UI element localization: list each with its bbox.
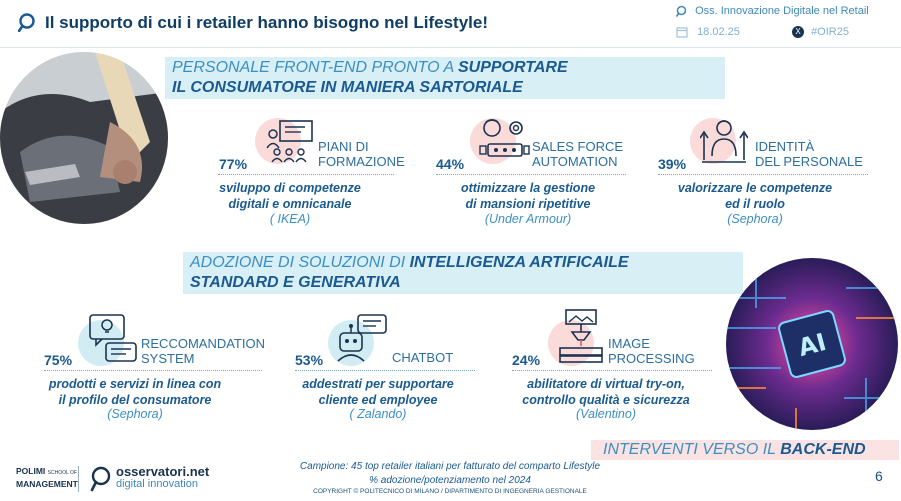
adoption-note: % adozione/potenziamento nel 2024 bbox=[369, 475, 531, 486]
section2-title: ADOZIONE DI SOLUZIONI DI INTELLIGENZA AR… bbox=[190, 254, 629, 291]
stat-label: RECCOMANDATION SYSTEM bbox=[141, 336, 265, 366]
event-hashtag: #OIR25 bbox=[811, 26, 849, 38]
dotted-divider bbox=[512, 370, 712, 371]
stat-percentage: 75% bbox=[44, 352, 73, 368]
icon-background bbox=[548, 320, 594, 366]
stat-example: (Valentino) bbox=[576, 407, 636, 421]
image-processing-icon bbox=[559, 309, 603, 363]
stat-percentage: 24% bbox=[512, 352, 541, 368]
polimi-logo: POLIMI SCHOOL OF MANAGEMENT bbox=[16, 466, 78, 489]
stat-label: IMAGE PROCESSING bbox=[608, 336, 695, 366]
stat-description: ottimizzare la gestione di mansioni ripet… bbox=[460, 181, 596, 211]
stat-label: SALES FORCE AUTOMATION bbox=[532, 139, 624, 169]
dotted-divider bbox=[44, 370, 262, 371]
magnifier-icon bbox=[675, 5, 687, 18]
stat-example: (Sephora) bbox=[107, 407, 163, 421]
dotted-divider bbox=[218, 174, 394, 175]
stat-percentage: 53% bbox=[295, 352, 324, 368]
stat-percentage: 39% bbox=[658, 156, 687, 172]
stat-example: ( IKEA) bbox=[269, 212, 311, 226]
slide-header: Il supporto di cui i retailer hanno biso… bbox=[0, 0, 901, 48]
stat-label: IDENTITÀ DEL PERSONALE bbox=[755, 139, 863, 169]
stat-example: (Sephora) bbox=[727, 212, 783, 226]
osservatori-sub: digital innovation bbox=[116, 478, 198, 490]
automation-gear-icon bbox=[479, 119, 530, 157]
x-social-icon: X bbox=[792, 26, 804, 39]
osservatori-name: osservatori.net bbox=[116, 464, 210, 479]
icon-background bbox=[690, 118, 736, 164]
recommendation-idea-icon bbox=[89, 314, 137, 362]
copyright: COPYRIGHT © POLITECNICO DI MILANO / DIPA… bbox=[313, 488, 587, 495]
stat-label: CHATBOT bbox=[392, 350, 454, 365]
observatory-name: Oss. Innovazione Digitale nel Retail bbox=[695, 5, 869, 17]
event-date: 18.02.25 bbox=[697, 26, 740, 38]
logo-separator bbox=[78, 466, 79, 492]
stat-description: prodotti e servizi in linea con il profil… bbox=[48, 377, 222, 407]
section2-band bbox=[183, 252, 743, 294]
stat-description: sviluppo di competenze digitali e omnican… bbox=[219, 181, 361, 211]
section1-title: PERSONALE FRONT-END PRONTO A SUPPORTARE … bbox=[172, 59, 568, 96]
stat-description: valorizzare le competenze ed il ruolo bbox=[677, 181, 833, 211]
stat-description: abilitatore di virtual try-on, controllo … bbox=[522, 377, 690, 407]
dotted-divider bbox=[295, 370, 475, 371]
stat-percentage: 44% bbox=[436, 156, 465, 172]
magnifier-icon bbox=[90, 466, 111, 492]
stat-description: addestrati per supportare cliente ed empl… bbox=[302, 377, 454, 407]
magnifier-icon bbox=[18, 13, 35, 32]
staff-growth-icon bbox=[700, 120, 748, 163]
chatbot-icon bbox=[337, 314, 387, 362]
backend-title: INTERVENTI VERSO IL BACK-END bbox=[603, 441, 866, 458]
dotted-divider bbox=[658, 174, 868, 175]
sample-note: Campione: 45 top retailer italiani per f… bbox=[299, 461, 601, 472]
calendar-icon bbox=[676, 27, 688, 38]
page-title: Il supporto di cui i retailer hanno biso… bbox=[45, 13, 488, 32]
page-number: 6 bbox=[875, 468, 883, 484]
backend-band bbox=[591, 440, 899, 460]
tailor-photo bbox=[0, 52, 168, 224]
stat-label: PIANI DI FORMAZIONE bbox=[318, 139, 405, 169]
stat-percentage: 77% bbox=[219, 156, 248, 172]
stat-example: ( Zalando) bbox=[349, 407, 407, 421]
dotted-divider bbox=[436, 174, 626, 175]
training-presentation-icon bbox=[266, 120, 313, 163]
stat-example: (Under Armour) bbox=[484, 212, 572, 226]
ai-chip-photo: AI bbox=[726, 258, 898, 430]
header-divider bbox=[0, 47, 901, 48]
section1-band bbox=[165, 57, 725, 99]
